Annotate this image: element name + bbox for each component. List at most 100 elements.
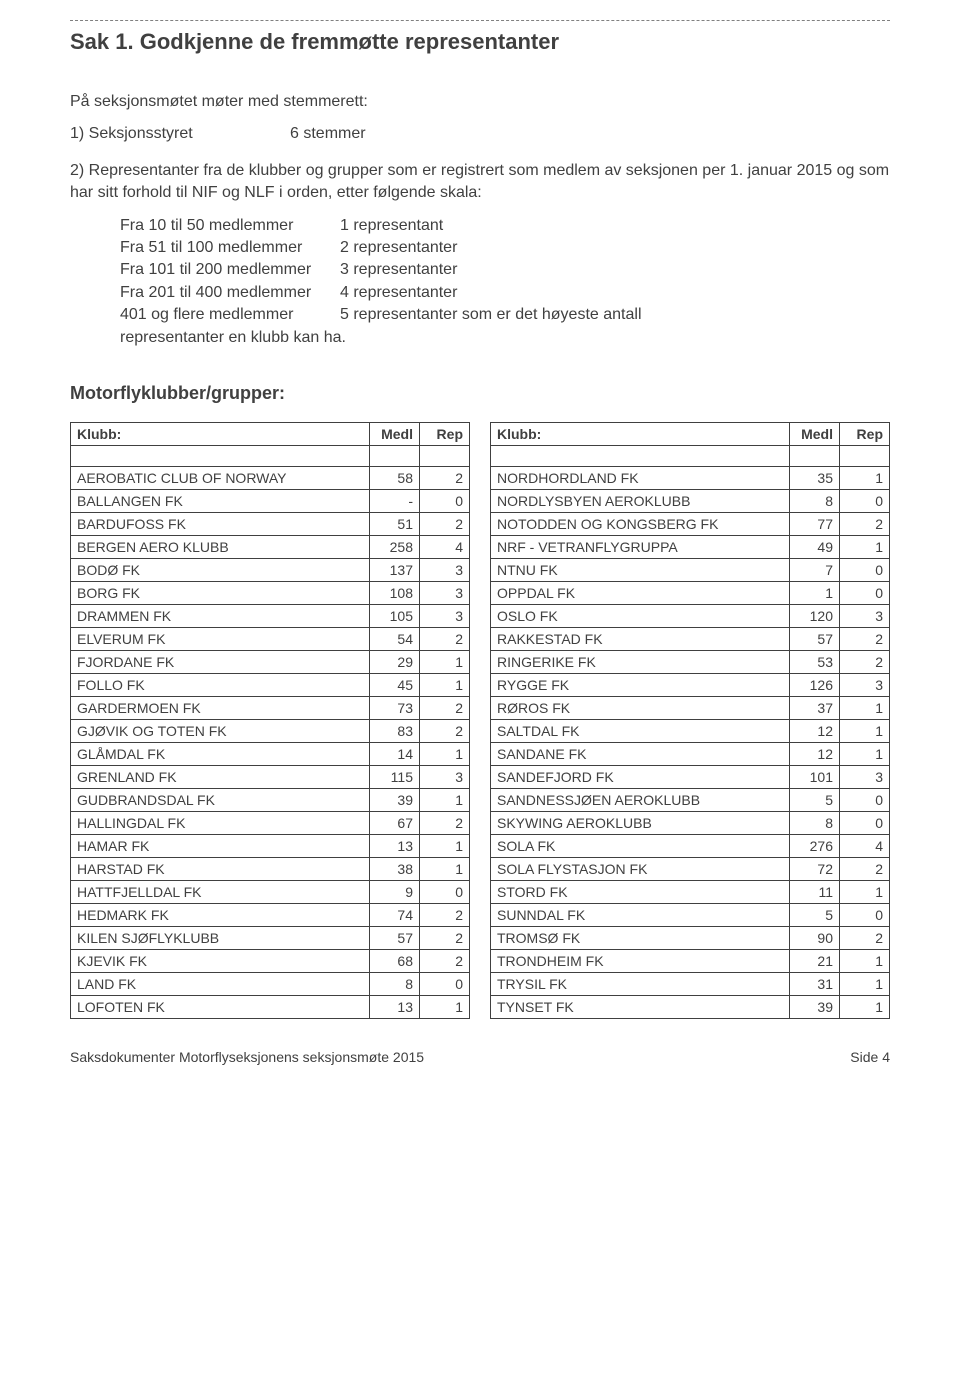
table-row: HARSTAD FK381	[71, 857, 470, 880]
table-row: NOTODDEN OG KONGSBERG FK772	[491, 512, 890, 535]
club-name: KILEN SJØFLYKLUBB	[71, 926, 370, 949]
club-medl: 115	[370, 765, 420, 788]
item-1-label: 1) Seksjonsstyret	[70, 123, 290, 145]
table-row: RAKKESTAD FK572	[491, 627, 890, 650]
col-medl: Medl	[370, 422, 420, 445]
club-rep: 2	[420, 926, 470, 949]
table-row: NORDHORDLAND FK351	[491, 466, 890, 489]
club-rep: 2	[840, 857, 890, 880]
club-name: HEDMARK FK	[71, 903, 370, 926]
club-rep: 2	[840, 926, 890, 949]
club-rep: 0	[420, 972, 470, 995]
club-rep: 1	[420, 788, 470, 811]
col-klubb: Klubb:	[71, 422, 370, 445]
scale-range: 401 og flere medlemmer	[120, 304, 340, 326]
table-row: BARDUFOSS FK512	[71, 512, 470, 535]
table-row: GLÅMDAL FK141	[71, 742, 470, 765]
club-medl: 31	[790, 972, 840, 995]
club-rep: 0	[420, 880, 470, 903]
scale-rep: 4 representanter	[340, 282, 890, 304]
club-medl: 58	[370, 466, 420, 489]
club-name: HALLINGDAL FK	[71, 811, 370, 834]
club-name: SOLA FLYSTASJON FK	[491, 857, 790, 880]
club-rep: 2	[840, 627, 890, 650]
scale-row: Fra 51 til 100 medlemmer2 representanter	[70, 237, 890, 259]
club-name: BORG FK	[71, 581, 370, 604]
club-name: TYNSET FK	[491, 995, 790, 1018]
club-name: SKYWING AEROKLUBB	[491, 811, 790, 834]
club-rep: 1	[420, 995, 470, 1018]
table-row: DRAMMEN FK1053	[71, 604, 470, 627]
table-row: ELVERUM FK542	[71, 627, 470, 650]
club-medl: 101	[790, 765, 840, 788]
page-title: Sak 1. Godkjenne de fremmøtte representa…	[70, 29, 890, 55]
club-rep: 1	[840, 535, 890, 558]
club-medl: 105	[370, 604, 420, 627]
club-medl: 1	[790, 581, 840, 604]
table-row: AEROBATIC CLUB OF NORWAY582	[71, 466, 470, 489]
club-medl: 39	[790, 995, 840, 1018]
club-name: HATTFJELLDAL FK	[71, 880, 370, 903]
club-name: SUNNDAL FK	[491, 903, 790, 926]
club-rep: 1	[840, 466, 890, 489]
table-row: RINGERIKE FK532	[491, 650, 890, 673]
table-header-row: Klubb: Medl Rep	[71, 422, 470, 445]
club-name: SANDANE FK	[491, 742, 790, 765]
clubs-table-left: Klubb: Medl Rep AEROBATIC CLUB OF NORWAY…	[70, 422, 470, 1019]
club-rep: 1	[420, 857, 470, 880]
table-row: LAND FK80	[71, 972, 470, 995]
club-rep: 0	[420, 489, 470, 512]
club-medl: 13	[370, 995, 420, 1018]
club-name: SANDEFJORD FK	[491, 765, 790, 788]
club-name: TRONDHEIM FK	[491, 949, 790, 972]
club-rep: 2	[420, 811, 470, 834]
table-row: RØROS FK371	[491, 696, 890, 719]
club-rep: 2	[420, 466, 470, 489]
club-rep: 1	[840, 719, 890, 742]
club-name: LOFOTEN FK	[71, 995, 370, 1018]
table-row: FOLLO FK451	[71, 673, 470, 696]
club-rep: 2	[420, 903, 470, 926]
club-medl: -	[370, 489, 420, 512]
club-medl: 35	[790, 466, 840, 489]
club-name: AEROBATIC CLUB OF NORWAY	[71, 466, 370, 489]
scale-rep: 5 representanter som er det høyeste anta…	[340, 304, 890, 326]
club-medl: 57	[370, 926, 420, 949]
table-row: HEDMARK FK742	[71, 903, 470, 926]
club-medl: 9	[370, 880, 420, 903]
club-medl: 67	[370, 811, 420, 834]
club-rep: 3	[420, 604, 470, 627]
club-medl: 83	[370, 719, 420, 742]
club-rep: 2	[420, 949, 470, 972]
table-row: NORDLYSBYEN AEROKLUBB80	[491, 489, 890, 512]
scale-rep: 3 representanter	[340, 259, 890, 281]
table-row: KJEVIK FK682	[71, 949, 470, 972]
club-name: SANDNESSJØEN AEROKLUBB	[491, 788, 790, 811]
club-name: BODØ FK	[71, 558, 370, 581]
club-name: RAKKESTAD FK	[491, 627, 790, 650]
scale-range: Fra 51 til 100 medlemmer	[120, 237, 340, 259]
table-row: SANDNESSJØEN AEROKLUBB50	[491, 788, 890, 811]
table-row: BODØ FK1373	[71, 558, 470, 581]
table-row: GJØVIK OG TOTEN FK832	[71, 719, 470, 742]
table-row: SALTDAL FK121	[491, 719, 890, 742]
top-divider	[70, 20, 890, 21]
table-row: OPPDAL FK10	[491, 581, 890, 604]
table-row: TYNSET FK391	[491, 995, 890, 1018]
intro-text: På seksjonsmøtet møter med stemmerett:	[70, 91, 890, 113]
club-rep: 3	[420, 581, 470, 604]
club-name: NORDHORDLAND FK	[491, 466, 790, 489]
club-name: FOLLO FK	[71, 673, 370, 696]
item-2-text: 2) Representanter fra de klubber og grup…	[70, 160, 890, 205]
club-rep: 1	[420, 673, 470, 696]
table-row: KILEN SJØFLYKLUBB572	[71, 926, 470, 949]
col-rep: Rep	[420, 422, 470, 445]
col-medl: Medl	[790, 422, 840, 445]
table-row: HALLINGDAL FK672	[71, 811, 470, 834]
table-row: SANDEFJORD FK1013	[491, 765, 890, 788]
scale-rep: 1 representant	[340, 215, 890, 237]
club-name: TRYSIL FK	[491, 972, 790, 995]
footer-right: Side 4	[850, 1049, 890, 1065]
clubs-heading: Motorflyklubber/grupper:	[70, 383, 890, 404]
club-name: DRAMMEN FK	[71, 604, 370, 627]
